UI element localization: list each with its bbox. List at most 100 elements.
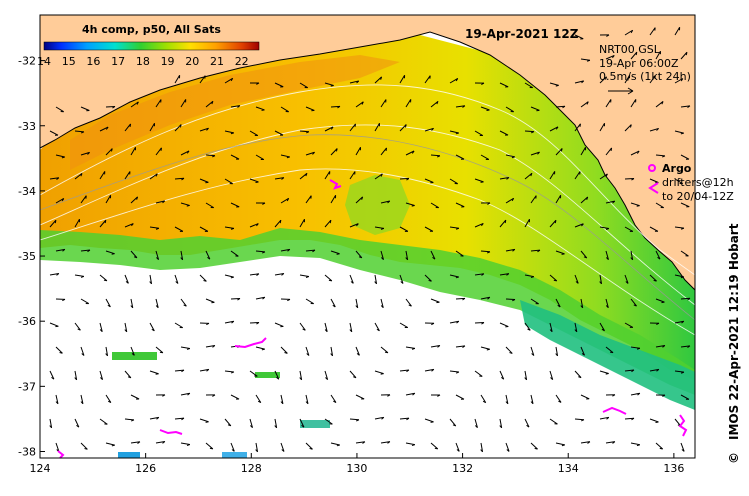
current-arrow-head xyxy=(499,425,503,429)
current-arrow-head xyxy=(412,392,416,396)
current-arrow-head xyxy=(557,304,561,308)
current-arrow xyxy=(205,298,215,303)
current-arrow xyxy=(430,100,439,108)
current-arrow-head xyxy=(156,416,160,420)
current-arrow xyxy=(430,202,439,209)
current-arrow-head xyxy=(151,328,155,332)
current-arrow xyxy=(655,344,665,348)
latitude-axis: -32 -33 -34 -35 -36 -37 -38 xyxy=(18,55,45,458)
current-arrow xyxy=(55,394,59,404)
current-arrow-head xyxy=(287,298,291,302)
current-arrow-head xyxy=(411,150,415,154)
current-arrow xyxy=(99,219,107,228)
current-arrow-head xyxy=(175,281,179,284)
current-arrow xyxy=(124,171,131,180)
current-arrow xyxy=(605,298,609,308)
current-arrow-head xyxy=(605,228,610,230)
current-arrow xyxy=(124,370,132,379)
current-arrow-head xyxy=(330,126,334,130)
current-arrow xyxy=(130,346,135,356)
current-arrow xyxy=(430,344,440,348)
current-arrow-head xyxy=(256,223,259,227)
current-arrow xyxy=(105,442,115,446)
current-arrow xyxy=(124,274,129,284)
current-arrow xyxy=(449,178,458,185)
current-arrow-head xyxy=(306,353,310,356)
current-arrow-head xyxy=(333,400,337,403)
current-arrow xyxy=(455,105,465,108)
current-arrow-head xyxy=(110,148,113,152)
current-arrow xyxy=(180,250,184,260)
current-arrow xyxy=(630,99,637,108)
current-arrow-head xyxy=(527,328,531,331)
current-arrow xyxy=(424,418,434,423)
current-arrow-head xyxy=(352,376,357,379)
current-arrow xyxy=(274,418,278,428)
current-arrow xyxy=(74,370,78,380)
current-arrow xyxy=(149,322,155,332)
current-arrow xyxy=(455,442,460,452)
current-arrow-head xyxy=(355,305,359,309)
current-arrow-head xyxy=(330,85,334,87)
current-arrow xyxy=(355,298,359,308)
current-arrow xyxy=(574,80,584,84)
current-arrow xyxy=(249,178,259,183)
current-arrow-head xyxy=(680,132,684,135)
current-arrow xyxy=(655,154,666,157)
current-arrow xyxy=(74,418,80,428)
current-arrow-head xyxy=(56,273,60,276)
current-arrow xyxy=(424,226,434,232)
current-arrow-head xyxy=(212,345,216,348)
current-arrow xyxy=(155,200,165,204)
current-arrow xyxy=(555,250,565,255)
colorbar-tick-label: 15 xyxy=(62,55,76,68)
current-arrow xyxy=(349,123,356,132)
current-arrow-head xyxy=(107,400,112,404)
current-arrow-head xyxy=(380,305,384,309)
colorbar: 4h comp, p50, All Sats 14 15 16 17 18 19 20 21 2… xyxy=(37,23,260,68)
current-arrow-head xyxy=(74,377,78,381)
current-arrow-head xyxy=(80,173,83,177)
current-arrow xyxy=(355,196,363,204)
current-arrow xyxy=(324,322,328,332)
drifters-label: drifters@12h xyxy=(662,176,734,189)
current-arrow xyxy=(499,370,505,380)
current-arrow xyxy=(155,147,162,156)
current-arrow-head xyxy=(662,345,666,348)
current-arrow xyxy=(249,418,253,428)
current-arrow xyxy=(349,223,359,228)
current-arrow-head xyxy=(380,373,384,375)
current-arrow xyxy=(674,370,684,373)
current-arrow-head xyxy=(581,419,585,422)
current-arrow-head xyxy=(181,369,185,373)
current-arrow xyxy=(349,370,357,379)
current-arrow-head xyxy=(237,105,241,108)
current-arrow xyxy=(574,322,578,332)
current-arrow xyxy=(124,123,131,132)
current-arrow-head xyxy=(362,441,366,444)
current-arrow-head xyxy=(231,449,235,452)
current-arrow xyxy=(580,346,585,356)
longitude-axis: 124 126 128 130 132 134 136 xyxy=(30,453,684,475)
current-arrow xyxy=(49,219,57,228)
current-arrow-head xyxy=(455,276,459,279)
current-arrow xyxy=(49,418,53,428)
current-arrow-head xyxy=(612,394,616,397)
current-arrow-head xyxy=(406,417,410,421)
current-arrow-head xyxy=(255,449,258,453)
current-arrow xyxy=(324,274,333,282)
current-arrow xyxy=(680,105,690,108)
current-arrow-head xyxy=(81,131,85,134)
current-arrow xyxy=(574,418,585,421)
current-arrow xyxy=(80,195,87,204)
current-arrow xyxy=(330,394,337,403)
current-arrow xyxy=(380,147,387,156)
current-arrow xyxy=(449,418,457,427)
colorbar-ticks: 14 15 16 17 18 19 20 21 22 xyxy=(37,55,249,68)
current-arrow xyxy=(80,106,90,111)
current-arrow-head xyxy=(335,148,338,152)
current-arrow xyxy=(630,250,634,260)
current-arrow xyxy=(630,298,637,307)
current-arrow xyxy=(330,105,341,108)
current-arrow-head xyxy=(487,296,491,300)
